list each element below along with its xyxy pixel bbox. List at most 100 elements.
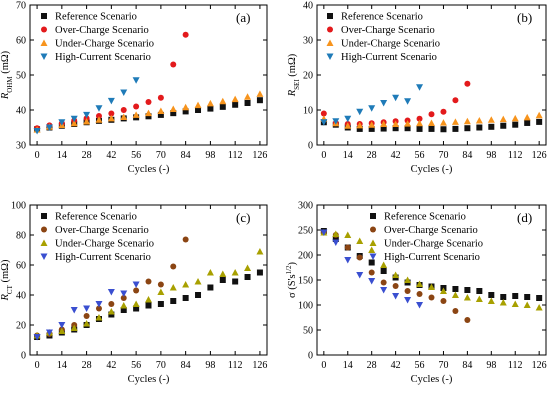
data-point [451,118,459,125]
data-point [440,298,447,304]
y-tick-label: 300 [298,201,313,212]
y-tick-label: 50 [16,71,26,82]
legend-label: High-Current Scenario [55,252,151,263]
data-point [404,125,411,132]
x-tick-label: 0 [321,360,326,371]
data-point [169,105,177,112]
legend-label: High-Current Scenario [384,252,480,263]
y-tick-label: 20 [303,71,313,82]
data-point [182,295,189,301]
x-tick-label: 0 [35,360,40,371]
x-tick-label: 0 [35,150,40,161]
data-point [256,269,263,276]
series-under-charge-scenario [320,229,543,311]
x-tick-label: 42 [106,150,116,161]
data-point [368,259,375,266]
data-point [244,93,252,100]
y-tick-label: 60 [16,36,26,47]
data-point [95,314,103,321]
series-high-current-scenario [33,77,140,135]
data-point [368,269,375,276]
legend-label: Reference Scenario [55,212,137,223]
x-tick-label: 126 [532,150,547,161]
data-point [439,287,447,294]
x-axis-label: Cycles (-) [128,374,170,385]
legend-label: Over-Charge Scenario [384,225,478,236]
data-point [320,119,328,126]
data-point [404,297,412,304]
legend: Reference Scenario Over-Charge Scenario Un… [369,212,483,263]
data-point [256,90,264,97]
data-point [392,293,400,300]
data-point [524,119,531,126]
data-point [332,239,340,246]
data-point [206,99,214,107]
data-point [256,248,264,255]
data-point [404,276,412,283]
legend-marker [370,226,376,233]
data-point [488,123,495,130]
data-point [356,121,364,129]
data-point [45,329,53,336]
x-tick-label: 28 [82,360,92,371]
data-point [219,277,226,283]
y-axis-label: σ (S's1/2) [285,261,298,298]
data-point [487,116,495,123]
x-tick-label: 126 [252,360,267,371]
series-high-current-scenario [320,84,424,126]
legend-marker [41,213,47,219]
data-point [464,80,471,87]
data-point [487,297,495,304]
data-point [95,105,103,112]
data-point [344,115,352,123]
x-tick-label: 112 [228,360,243,371]
legend-label: Reference Scenario [341,12,423,23]
x-tick-label: 56 [131,150,141,161]
data-point [535,304,543,311]
y-tick-label: 100 [298,301,313,312]
data-point [132,111,140,118]
x-tick-label: 98 [205,360,215,371]
x-tick-label: 14 [343,360,353,371]
data-point [512,293,519,299]
data-point [416,280,424,287]
data-point [512,121,519,128]
x-axis-label: Cycles (-) [128,164,170,175]
data-point [523,113,531,121]
data-point [439,119,447,126]
x-tick-label: 28 [367,150,377,161]
data-point [392,283,399,289]
y-axis-label: RSEI (mΩ) [287,53,301,97]
data-point [145,113,152,120]
y-tick-label: 80 [16,231,26,242]
x-axis-label: Cycles (-) [411,374,453,385]
data-point [416,84,424,91]
data-point [416,291,423,297]
data-point [416,119,424,127]
legend-label: Reference Scenario [384,212,466,223]
legend-label: Over-Charge Scenario [55,25,149,36]
data-point [380,120,388,127]
legend-marker [41,13,47,19]
data-point [368,246,376,253]
data-point [463,294,471,301]
data-point [244,264,252,271]
data-point [120,107,127,113]
data-point [219,270,227,277]
data-point [120,113,128,120]
data-point [120,290,128,297]
data-point [475,295,483,302]
data-point [416,125,423,132]
data-point [428,283,435,290]
data-point [232,101,239,108]
data-point [132,300,140,307]
data-point [170,298,177,304]
x-tick-label: 98 [205,150,215,161]
y-tick-label: 60 [16,261,26,272]
series-over-charge-scenario [320,80,471,127]
data-point [194,278,202,285]
data-point [344,244,351,251]
series-high-current-scenario [320,229,424,309]
chart-panel-c: 0 14 28 42 56 70 84 98 112 126 0 20 40 60 80 100 Cycles … [0,201,268,385]
data-point [332,236,339,242]
